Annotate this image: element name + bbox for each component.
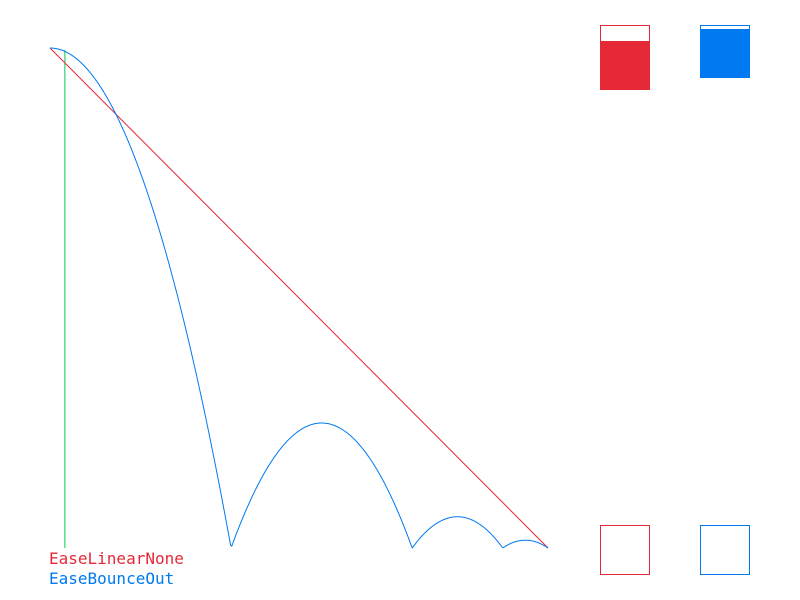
legend-linear-label: EaseLinearNone xyxy=(49,549,184,568)
linear-easing-curve xyxy=(49,47,549,549)
linear-box-target-outline xyxy=(600,525,650,575)
bounce-box-animated-fill xyxy=(700,29,750,78)
linear-box-animated-fill xyxy=(600,41,650,90)
bounce-box-target-outline xyxy=(700,525,750,575)
legend-bounce-label: EaseBounceOut xyxy=(49,569,175,588)
bounce-easing-curve xyxy=(49,47,549,549)
